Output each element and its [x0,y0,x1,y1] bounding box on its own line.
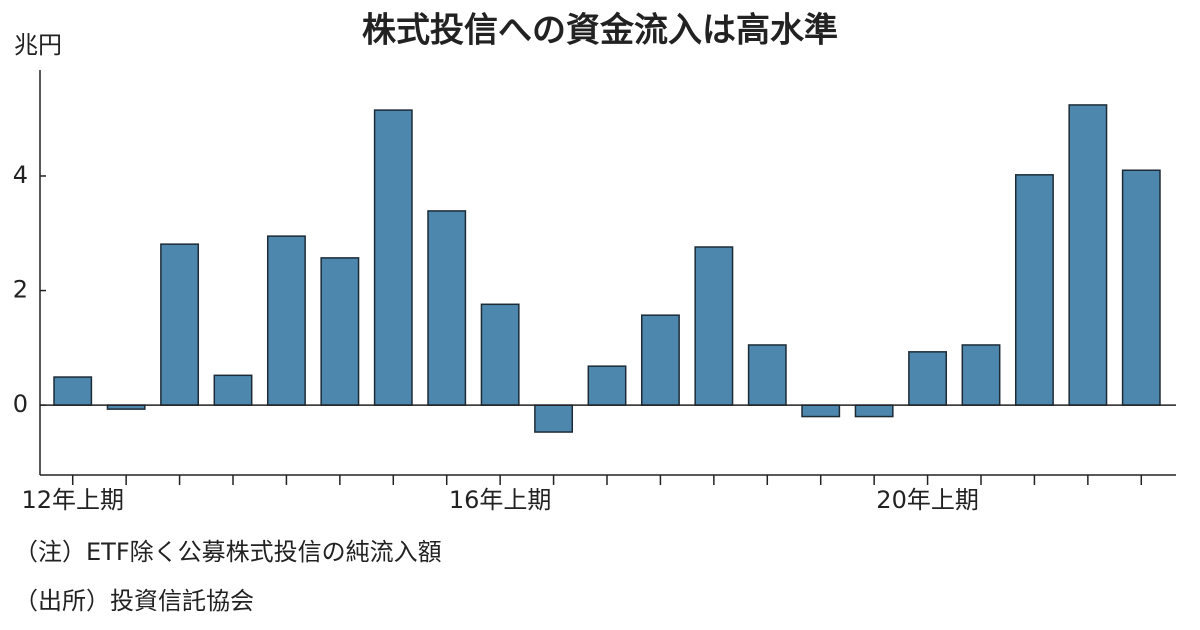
bar [801,404,841,418]
bar [373,109,413,406]
y-tick-label: 0 [13,390,28,418]
bar [427,210,467,406]
bar [694,246,734,406]
source: （出所）投資信託協会 [14,587,254,615]
y-tick-label: 2 [13,276,28,304]
bar [1068,104,1108,406]
bar [266,235,306,406]
bar [1121,169,1161,406]
bar [747,344,787,406]
bar [587,365,627,406]
bar [213,374,253,406]
bar [908,351,948,406]
bar [1014,174,1054,406]
x-tick-label: 16年上期 [449,486,552,514]
note: （注）ETF除く公募株式投信の純流入額 [14,538,442,566]
bar [854,404,894,418]
bar [53,376,93,406]
bar [961,344,1001,406]
bar [160,243,200,406]
y-tick-label: 4 [13,161,28,189]
bar [640,314,680,406]
x-tick-label: 20年上期 [876,486,979,514]
y-axis-unit: 兆円 [14,31,62,59]
x-tick-label: 12年上期 [21,486,124,514]
chart-title: 株式投信への資金流入は高水準 [362,11,838,51]
bar [320,257,360,406]
bar [480,303,520,406]
bar [534,404,574,433]
